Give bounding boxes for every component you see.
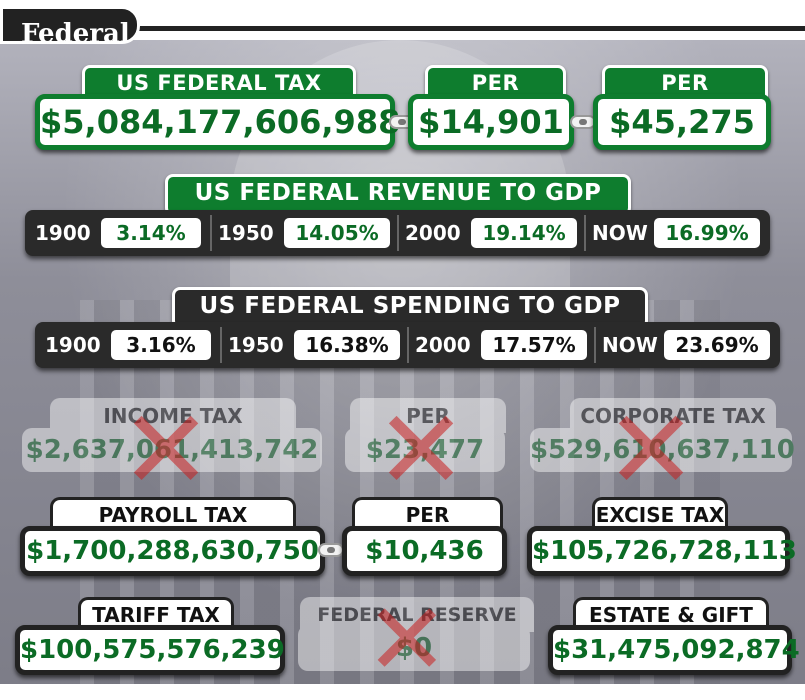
tax-revenue-value: $5,084,177,606,988 [35,94,400,150]
federal-reserve-label: FEDERAL RESERVE REMIT. [300,597,534,656]
ratio-cell: 1900 3.14% [25,215,212,251]
section-tab[interactable]: Federal [0,6,140,49]
ratio-cell: 1950 14.05% [212,215,399,251]
spending-ratio-row: 1900 3.16% 1950 16.38% 2000 17.57% NOW 2… [35,322,780,368]
ratio-year: 1900 [35,221,91,245]
tariff-tax-value: $100,575,576,239 [15,625,285,675]
ratio-cell: NOW 16.99% [586,215,766,251]
income-per-taxpayer-value: $23,477 [345,428,505,472]
footer-bar [0,684,805,700]
ratio-year: 1950 [228,333,284,357]
income-per-taxpayer-label: PER TAXPAYER [350,398,506,458]
ratio-year: 2000 [405,221,461,245]
corporate-tax-label: CORPORATE TAX [570,398,776,433]
link-connector-icon [570,115,596,129]
ratio-value: 23.69% [664,330,770,360]
per-taxpayer-value: $45,275 [593,94,771,150]
cross-out-icon: ✕ [120,386,213,514]
cross-out-icon: ✕ [375,386,468,514]
header-divider [130,26,805,31]
ratio-year: 2000 [415,333,471,357]
income-tax-label: INCOME TAX REVENUE [50,398,296,458]
ratio-year: 1950 [218,221,274,245]
estate-gift-tax-value: $31,475,092,874 [548,625,800,675]
income-tax-value: $2,637,061,413,742 [22,428,322,472]
ratio-value: 3.16% [111,330,211,360]
ratio-cell: 2000 17.57% [409,327,596,363]
excise-tax-value: $105,726,728,113 [527,526,797,576]
section-tab-label: Federal [21,19,130,49]
ratio-year: 1900 [45,333,101,357]
per-worker-value: $10,436 [342,526,507,576]
ratio-value: 3.14% [101,218,201,248]
cross-out-icon: ✕ [365,581,449,698]
ratio-cell: 1950 16.38% [222,327,409,363]
ratio-year: NOW [592,221,648,245]
cross-out-icon: ✕ [605,386,698,514]
per-citizen-value: $14,901 [408,94,574,150]
payroll-tax-value: $1,700,288,630,750 [20,526,325,576]
corporate-tax-value: $529,610,637,110 [530,428,795,472]
ratio-cell: NOW 23.69% [596,327,776,363]
ratio-value: 19.14% [471,218,577,248]
revenue-ratio-row: 1900 3.14% 1950 14.05% 2000 19.14% NOW 1… [25,210,770,256]
ratio-cell: 2000 19.14% [399,215,586,251]
link-connector-icon [318,543,344,557]
ratio-value: 14.05% [284,218,390,248]
ratio-value: 16.99% [654,218,760,248]
ratio-year: NOW [602,333,658,357]
federal-reserve-value: $0 [298,625,530,671]
ratio-value: 16.38% [294,330,400,360]
ratio-cell: 1900 3.16% [35,327,222,363]
ratio-value: 17.57% [481,330,587,360]
